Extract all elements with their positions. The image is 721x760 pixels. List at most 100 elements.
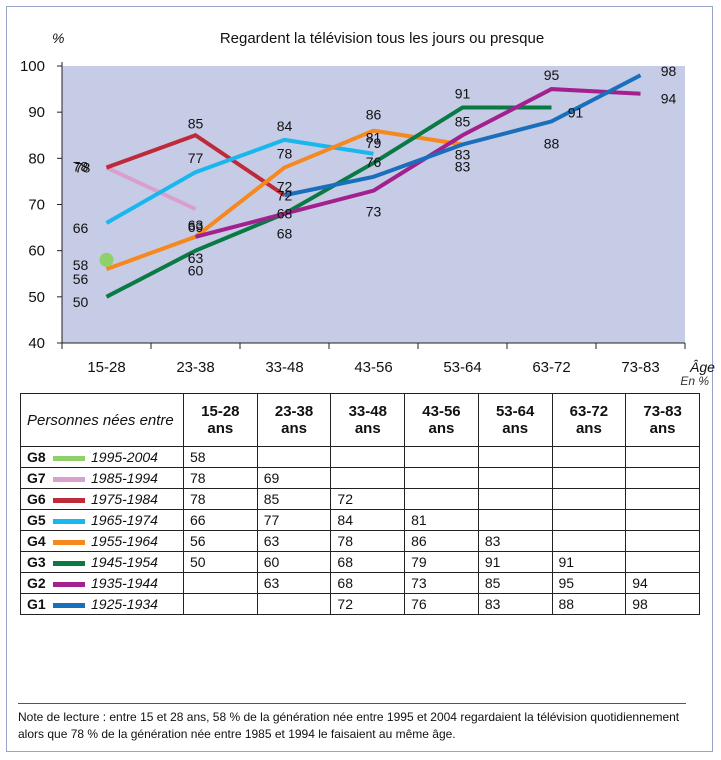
- table-cell: [256, 593, 332, 615]
- note-divider: [18, 703, 686, 704]
- data-label: 76: [366, 154, 382, 170]
- table-cell: 63: [256, 530, 332, 552]
- table-row: G7 1985-1994 78 69: [20, 467, 700, 489]
- y-tick-label: 60: [28, 243, 45, 260]
- x-tick-label: 43-56: [354, 359, 392, 376]
- table-cell: 63: [256, 572, 332, 594]
- table-header-row: Personnes nées entre 15-28 ans 23-38 ans 33-…: [20, 393, 700, 447]
- column-header: 33-48 ans: [330, 393, 406, 447]
- column-header: 73-83 ans: [625, 393, 700, 447]
- generation-code: G1: [27, 596, 46, 612]
- data-label: 66: [73, 220, 89, 236]
- table-cell: 91: [551, 551, 627, 573]
- data-label: 60: [188, 263, 204, 279]
- x-tick-label: 63-72: [532, 359, 570, 376]
- table-cell: [404, 488, 479, 510]
- table-cell: 72: [330, 593, 406, 615]
- data-label: 72: [277, 187, 293, 203]
- table-row: G5 1965-1974 66 77 84 81: [20, 509, 700, 531]
- y-tick-label: 100: [20, 58, 45, 75]
- birth-period: 1935-1944: [91, 575, 158, 591]
- table-cell: [625, 467, 700, 489]
- table-cell: 77: [256, 509, 332, 531]
- table-cell: 73: [404, 572, 479, 594]
- table-cell: [477, 446, 553, 468]
- data-label: 78: [73, 159, 89, 175]
- table-cell: 81: [404, 509, 479, 531]
- table-cell: 78: [183, 467, 258, 489]
- table-cell: 95: [551, 572, 627, 594]
- table-cell: 58: [183, 446, 258, 468]
- legend-swatch: [53, 560, 85, 566]
- table-cell: 86: [404, 530, 479, 552]
- generation-code: G4: [27, 533, 46, 549]
- table-cell: 78: [183, 488, 258, 510]
- series-line-g3: [105, 105, 552, 299]
- line-chart: Regardent la télévision tous les jours o…: [20, 30, 715, 376]
- table-cell: 98: [625, 593, 700, 615]
- legend-swatch: [53, 455, 85, 461]
- chart-title: Regardent la télévision tous les jours o…: [220, 30, 544, 47]
- generation-label: G3 1945-1954: [20, 551, 184, 573]
- legend-swatch: [53, 602, 85, 608]
- column-header: 43-56 ans: [404, 393, 479, 447]
- legend-swatch: [53, 539, 85, 545]
- generation-code: G2: [27, 575, 46, 591]
- figure-frame: [6, 6, 713, 752]
- data-label: 78: [277, 146, 293, 162]
- table-cell: 85: [256, 488, 332, 510]
- table-cell: 66: [183, 509, 258, 531]
- y-tick-label: 40: [28, 335, 45, 352]
- x-axis-label: Âge: [689, 359, 715, 375]
- generation-code: G3: [27, 554, 46, 570]
- data-label: 85: [455, 113, 471, 129]
- table-cell: 60: [256, 551, 332, 573]
- table-cell: 72: [330, 488, 406, 510]
- data-label: 79: [366, 135, 382, 151]
- series-line-g4: [105, 128, 463, 272]
- series-line-g1: [284, 73, 642, 198]
- series-point-g8: [99, 252, 114, 267]
- reading-note: Note de lecture : entre 15 et 28 ans, 58…: [18, 710, 680, 741]
- legend-swatch: [53, 518, 85, 524]
- table-cell: 91: [477, 551, 553, 573]
- y-tick-label: 80: [28, 150, 45, 167]
- table-cell: [625, 509, 700, 531]
- table-cell: [625, 551, 700, 573]
- x-tick-label: 73-83: [621, 359, 659, 376]
- birth-period: 1995-2004: [91, 449, 158, 465]
- data-label: 68: [277, 206, 293, 222]
- data-label: 50: [73, 294, 89, 310]
- table-cell: 69: [256, 467, 332, 489]
- table-cell: [477, 488, 553, 510]
- table-cell: [330, 467, 406, 489]
- data-label: 86: [366, 107, 382, 123]
- legend-swatch: [53, 581, 85, 587]
- data-label: 83: [455, 146, 471, 162]
- table-body: G8 1995-2004 58 G7 1985-1994 78 69 G6 1975-1984 7…: [20, 446, 700, 615]
- table-cell: 76: [404, 593, 479, 615]
- data-label: 88: [544, 135, 560, 151]
- generation-label: G2 1935-1944: [20, 572, 184, 594]
- legend-swatch: [53, 476, 85, 482]
- table-cell: 78: [330, 530, 406, 552]
- table-cell: [625, 488, 700, 510]
- table-cell: 85: [477, 572, 553, 594]
- data-label: 98: [661, 63, 677, 79]
- data-label: 68: [277, 226, 293, 242]
- table-row: G1 1925-1934 72 76 83 88 98: [20, 593, 700, 615]
- generation-label: G8 1995-2004: [20, 446, 184, 468]
- generation-code: G7: [27, 470, 46, 486]
- data-label: 56: [73, 271, 89, 287]
- data-label: 58: [73, 257, 89, 273]
- table-row: G8 1995-2004 58: [20, 446, 700, 468]
- table-cell: [625, 446, 700, 468]
- birth-period: 1975-1984: [91, 491, 158, 507]
- table-cell: [551, 488, 627, 510]
- data-label: 81: [366, 130, 382, 146]
- legend-swatch: [53, 497, 85, 503]
- table-cell: [551, 530, 627, 552]
- data-label: 72: [277, 178, 293, 194]
- birth-period: 1985-1994: [91, 470, 158, 486]
- data-table: Personnes nées entre 15-28 ans 23-38 ans 33-…: [20, 393, 700, 615]
